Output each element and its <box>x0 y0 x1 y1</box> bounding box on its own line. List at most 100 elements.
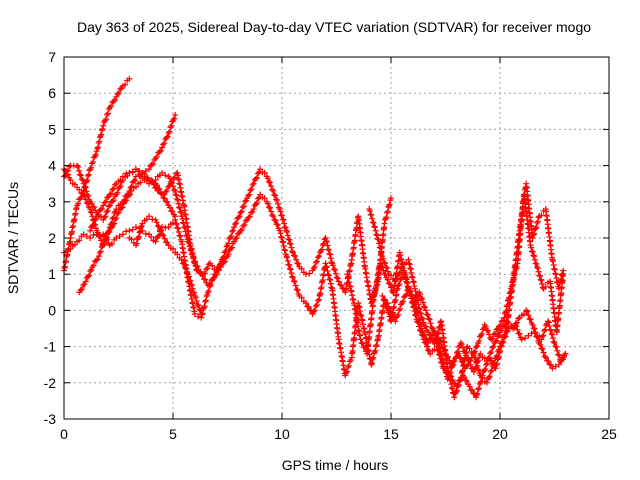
data-point <box>114 210 121 217</box>
data-point <box>531 230 538 237</box>
data-point <box>498 339 505 346</box>
data-point <box>475 386 482 393</box>
data-point <box>488 367 495 374</box>
data-point <box>161 140 168 147</box>
data-point <box>479 326 486 333</box>
data-point <box>311 263 318 270</box>
data-point <box>210 274 217 281</box>
data-point <box>415 312 422 319</box>
data-point <box>189 249 196 256</box>
data-point <box>126 169 133 176</box>
data-point <box>526 315 533 322</box>
data-point <box>369 356 376 363</box>
data-point <box>475 357 482 364</box>
data-point <box>190 253 197 260</box>
data-point <box>387 317 394 324</box>
data-point <box>255 195 262 202</box>
data-point <box>110 221 117 228</box>
data-point <box>160 232 167 239</box>
data-point <box>80 191 87 198</box>
data-point <box>490 343 497 350</box>
data-point <box>176 232 183 239</box>
data-point <box>114 91 121 98</box>
data-point <box>194 301 201 308</box>
data-point <box>324 242 331 249</box>
data-point <box>368 212 375 219</box>
data-point <box>537 276 544 283</box>
data-point <box>264 200 271 207</box>
data-point <box>549 365 556 372</box>
data-point <box>398 263 405 270</box>
data-point <box>202 298 209 305</box>
data-point <box>159 231 166 238</box>
data-point <box>117 183 124 190</box>
data-point <box>236 213 243 220</box>
data-point <box>82 184 89 191</box>
data-point <box>368 361 375 368</box>
data-point <box>250 180 257 187</box>
data-point <box>90 216 97 223</box>
data-point <box>486 373 493 380</box>
data-point <box>494 333 501 340</box>
data-point <box>163 134 170 141</box>
data-point <box>116 233 123 240</box>
data-point <box>420 299 427 306</box>
data-point <box>113 93 120 100</box>
data-point <box>444 376 451 383</box>
data-point <box>234 230 241 237</box>
data-point <box>146 166 153 173</box>
data-point <box>465 357 472 364</box>
data-point <box>541 353 548 360</box>
data-point <box>63 168 70 175</box>
data-point <box>124 172 131 179</box>
data-point <box>135 233 142 240</box>
data-point <box>173 192 180 199</box>
data-point <box>66 163 73 170</box>
data-point <box>534 218 541 225</box>
data-point <box>275 204 282 211</box>
data-point <box>545 319 552 326</box>
data-point <box>181 264 188 271</box>
data-point <box>281 246 288 253</box>
data-point <box>453 354 460 361</box>
data-point <box>271 191 278 198</box>
data-point <box>197 307 204 314</box>
data-point <box>106 229 113 236</box>
data-point <box>100 202 107 209</box>
data-point <box>413 308 420 315</box>
y-axis-label: SDTVAR / TECUs <box>5 182 21 294</box>
data-point <box>548 361 555 368</box>
data-point <box>153 153 160 160</box>
data-point <box>442 365 449 372</box>
data-point <box>440 360 447 367</box>
data-point <box>287 241 294 248</box>
data-point <box>165 130 172 137</box>
data-point <box>174 196 181 203</box>
data-point <box>372 347 379 354</box>
data-point <box>432 332 439 339</box>
data-point <box>470 368 477 375</box>
data-point <box>516 330 523 337</box>
data-point <box>90 217 97 224</box>
data-point <box>450 361 457 368</box>
data-point <box>518 336 525 343</box>
data-point <box>312 259 319 266</box>
data-point <box>399 298 406 305</box>
data-point <box>462 349 469 356</box>
data-point <box>383 214 390 221</box>
data-point <box>418 295 425 302</box>
data-point <box>88 209 95 216</box>
data-point <box>95 253 102 260</box>
data-point <box>165 224 172 231</box>
data-point <box>195 302 202 309</box>
data-point <box>384 300 391 307</box>
data-point <box>531 253 538 260</box>
data-point <box>282 247 289 254</box>
data-point <box>292 253 299 260</box>
data-point <box>555 351 562 358</box>
data-point <box>167 180 174 187</box>
data-point <box>136 229 143 236</box>
data-point <box>112 216 119 223</box>
data-point <box>472 355 479 362</box>
data-point <box>241 221 248 228</box>
